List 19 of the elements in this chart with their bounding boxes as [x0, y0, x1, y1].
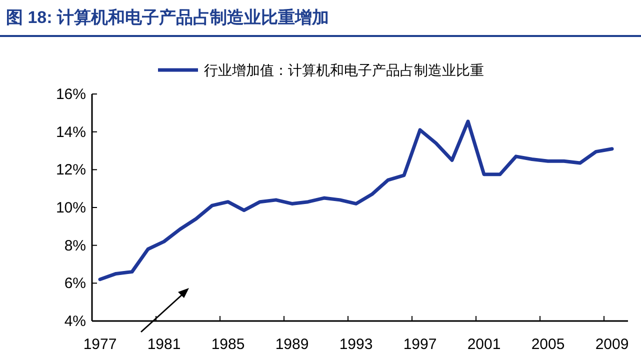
y-tick-label: 12% — [56, 162, 86, 179]
x-tick-label: 1997 — [403, 336, 437, 353]
x-tick-label: 1977 — [83, 336, 117, 353]
x-tick-label: 1993 — [339, 336, 373, 353]
x-tick-label: 1985 — [211, 336, 245, 353]
x-tick-label: 2005 — [531, 336, 565, 353]
x-tick-label: 1981 — [147, 336, 181, 353]
chart-title: 图 18: 计算机和电子产品占制造业比重增加 — [6, 8, 330, 27]
y-tick-label: 6% — [64, 275, 86, 292]
x-tick-label: 2009 — [595, 336, 629, 353]
y-tick-label: 10% — [56, 200, 86, 216]
y-tick-label: 14% — [56, 124, 86, 141]
x-tick-label: 1989 — [275, 336, 309, 353]
legend-label: 行业增加值：计算机和电子产品占制造业比重 — [204, 62, 484, 78]
y-tick-label: 8% — [64, 237, 86, 254]
y-tick-label: 16% — [56, 86, 86, 103]
x-tick-label: 2001 — [467, 336, 501, 353]
y-tick-label: 4% — [64, 313, 86, 330]
line-series — [98, 120, 614, 282]
